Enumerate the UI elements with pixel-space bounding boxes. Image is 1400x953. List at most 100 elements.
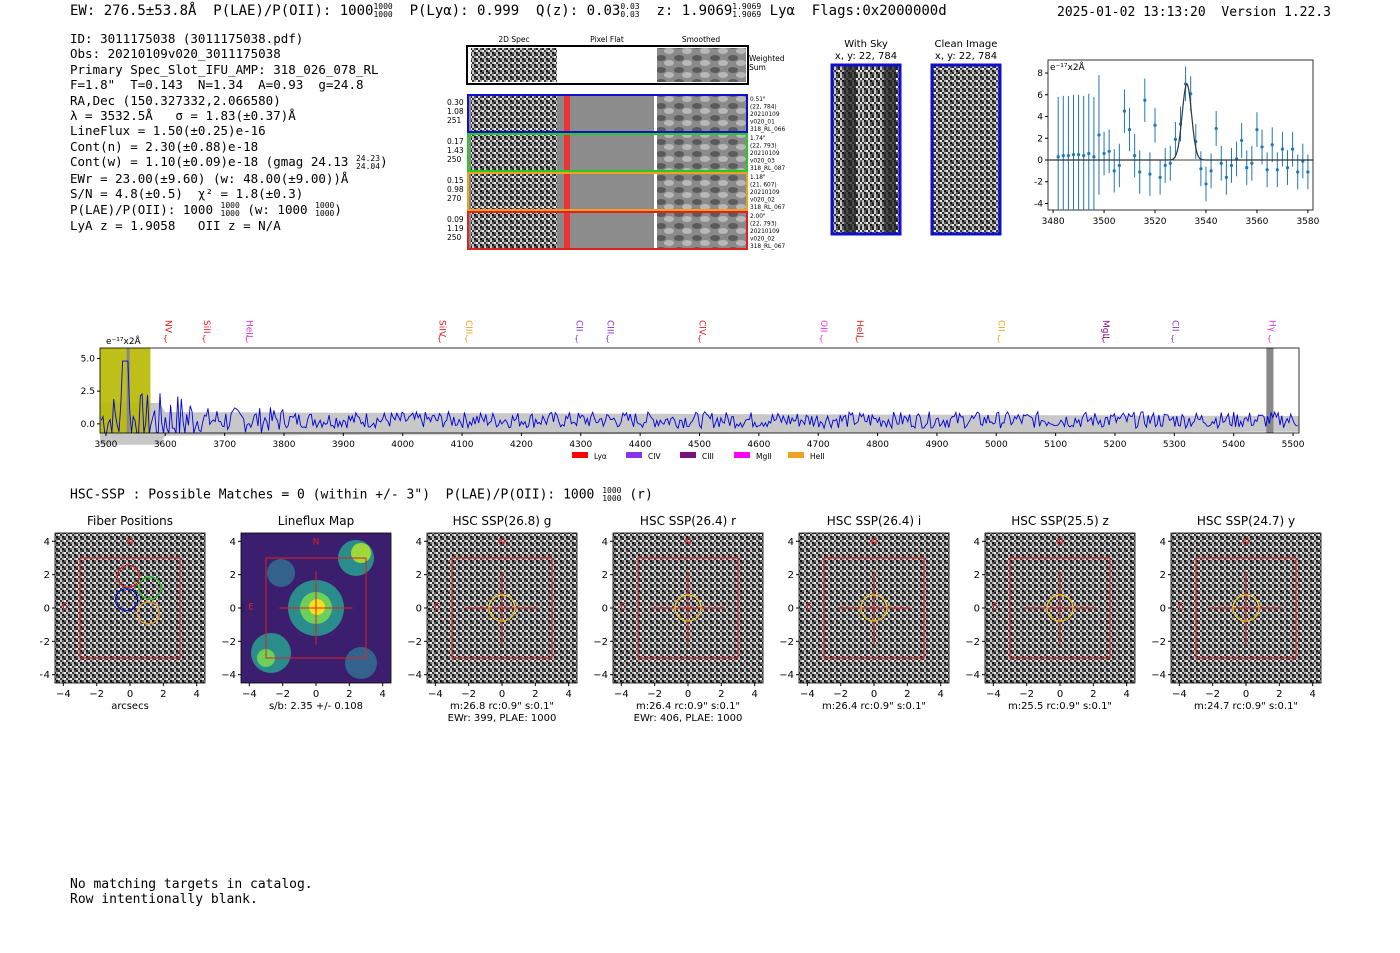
- fiber-row-info: 318_RL_067: [750, 205, 785, 211]
- zoom-point: [1071, 152, 1076, 157]
- imaging-xtick-label: 2: [160, 689, 166, 700]
- imaging-xtick-label: 2: [1090, 689, 1096, 700]
- zoom-point: [1056, 155, 1060, 159]
- compass-north: N: [499, 538, 506, 548]
- imaging-ytick-label: −4: [221, 670, 236, 681]
- imaging-ytick-label: −2: [40, 637, 50, 648]
- fiber-row-stat: 250: [447, 155, 462, 164]
- imaging-ytick-label: 0: [416, 604, 422, 615]
- spectrum-legend-label: CIII: [702, 452, 714, 461]
- fiber-row-info: 1.18": [750, 175, 766, 181]
- header-plae: P(LAE)/P(OII): 1000: [213, 3, 374, 19]
- spectrum-ytick-label: 0.0: [81, 420, 96, 430]
- info-radec: RA,Dec (150.327332,2.066580): [70, 92, 281, 108]
- fiber-row-spec: [471, 135, 557, 170]
- info-lineflux: LineFlux = 1.50(±0.25)e-16: [70, 123, 266, 139]
- imaging-ytick-label: 2: [788, 570, 794, 581]
- compass-east: E: [620, 603, 626, 613]
- imaging-ytick-label: −2: [221, 637, 236, 648]
- fiber-row-frame: [467, 172, 748, 211]
- full-spectrum-plot: e⁻¹⁷x2Å 3500 3600 3700 3800 3900 4000 4100 4200 4…: [81, 320, 1305, 461]
- spectrum-xtick-label: 4400: [629, 440, 652, 450]
- spectrum-legend-swatch: [788, 452, 804, 458]
- imaging-xtick-label: 0: [1057, 689, 1063, 700]
- imaging-panel: HSC SSP(26.4) r N E −4 −4 −2 −2 0 0 2 2 4 4 m:26.4 rc…: [593, 514, 764, 724]
- spectrum-line-label: SiII: [201, 320, 211, 334]
- lineflux-blob: [309, 599, 325, 615]
- spectrum-line-tick: {: [605, 334, 610, 343]
- aperture-circle: [860, 594, 888, 622]
- header-line: EW: 276.5±53.8Å P(LAE)/P(OII): 1000 1000 1…: [70, 3, 947, 20]
- zoom-point: [1163, 163, 1167, 168]
- aperture-circle: [1232, 594, 1260, 622]
- fiber-row-stat: 1.43: [447, 146, 464, 155]
- imaging-panel-title: HSC SSP(25.5) z: [1011, 514, 1109, 528]
- spectrum-line-label: CII: [574, 320, 584, 332]
- zoom-xtick-label: 3580: [1296, 217, 1319, 227]
- zoom-point: [1087, 151, 1091, 156]
- compass-east: E: [62, 603, 68, 613]
- zoom-xtick-label: 3540: [1195, 217, 1218, 227]
- weighted-sum-spec: [471, 48, 557, 82]
- fiber-row-lya-marker: [564, 96, 570, 131]
- zoom-point: [1260, 145, 1264, 149]
- imaging-xtick-label: 0: [871, 689, 877, 700]
- fiber-row-frame: [467, 94, 748, 133]
- info-sn: S/N = 4.8(±0.5) χ² = 1.8(±0.3): [70, 186, 304, 202]
- clean-title: Clean Image: [935, 39, 998, 50]
- spectrum-xtick-label: 4500: [688, 440, 711, 450]
- imaging-xtick-label: −2: [1205, 689, 1220, 700]
- spectrum-line-tick: {: [201, 334, 206, 343]
- zoom-point: [1097, 133, 1101, 137]
- zoom-point: [1112, 169, 1116, 173]
- spectrum-legend-label: MgII: [756, 452, 772, 461]
- zoom-point: [1061, 154, 1065, 158]
- imaging-ytick-label: −2: [407, 637, 422, 648]
- info-primary: Primary Spec_Slot_IFU_AMP: 318_026_078_R…: [70, 61, 379, 77]
- imaging-caption: m:26.8 rc:0.9" s:0.1": [450, 701, 554, 712]
- fiber-circle: [138, 576, 162, 600]
- spectrum-line-tick: {: [1101, 334, 1106, 343]
- zoom-point: [1204, 182, 1208, 186]
- weighted-sum-label: Weighted: [749, 54, 785, 63]
- imaging-ytick-label: −2: [965, 637, 980, 648]
- zoom-point: [1245, 166, 1249, 170]
- info-contw: Cont(w) = 1.10(±0.09)e-18 (gmag 24.13 24…: [70, 153, 388, 171]
- zoom-ytick-label: 2: [1037, 134, 1043, 144]
- zoom-point: [1224, 175, 1228, 179]
- spectrum-line-tick: {: [244, 334, 249, 343]
- fiber-row-info: 20210109: [750, 190, 780, 196]
- zoom-xtick-label: 3560: [1245, 217, 1268, 227]
- imaging-ytick-label: 0: [974, 604, 980, 615]
- spectrum-xtick-label: 3600: [154, 440, 177, 450]
- imaging-panel-title: Lineflux Map: [278, 514, 354, 528]
- imaging-caption: m:25.5 rc:0.9" s:0.1": [1008, 701, 1112, 712]
- imaging-ytick-label: −2: [779, 637, 794, 648]
- zoom-point: [1270, 143, 1274, 147]
- zoom-point: [1219, 161, 1223, 165]
- zoom-point: [1153, 123, 1157, 127]
- spectrum-line-tick: {: [163, 334, 168, 343]
- zoom-fit-curve: [1048, 83, 1313, 161]
- fiber-row-lya-marker: [564, 213, 570, 248]
- imaging-xtick-label: 4: [1123, 689, 1129, 700]
- zoom-point: [1296, 170, 1300, 174]
- zoom-xtick-label: 3520: [1144, 217, 1167, 227]
- imaging-ytick-label: −4: [40, 670, 50, 681]
- compass-north: N: [1057, 538, 1064, 548]
- imaging-panel: HSC SSP(26.8) g N E −4 −4 −2 −2 0 0 2 2 4 4 m:26.8 rc…: [407, 514, 578, 724]
- zoom-ytick-label: -4: [1034, 199, 1043, 209]
- imaging-panel-title: HSC SSP(26.8) g: [453, 514, 552, 528]
- fiber-row-frame: [467, 211, 748, 250]
- fiber-row-info: v020_02: [750, 198, 775, 204]
- imaging-cutout: [55, 533, 205, 683]
- spectrum-line-label: CII: [996, 320, 1006, 332]
- compass-east: E: [248, 603, 254, 613]
- zoom-point: [1275, 168, 1279, 172]
- zoom-point: [1122, 109, 1127, 113]
- zoom-point: [1107, 149, 1111, 153]
- zoom-point: [1306, 170, 1310, 174]
- imaging-ytick-label: 0: [602, 604, 608, 615]
